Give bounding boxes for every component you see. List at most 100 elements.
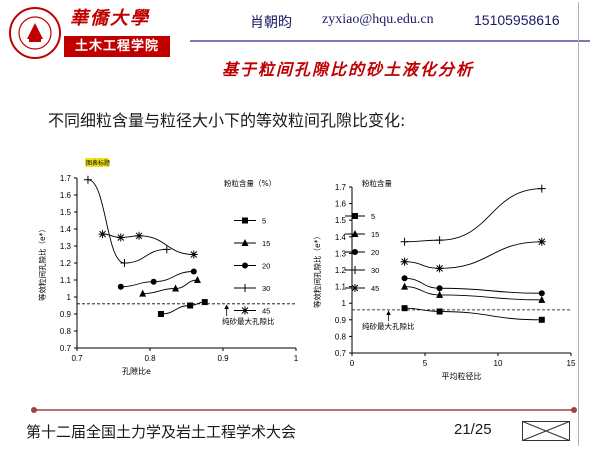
chart2-series-5-point [538, 316, 545, 323]
chart1-y-axis-label: 等效粒间孔隙比（e*） [37, 225, 47, 301]
page-number: 21/25 [454, 421, 492, 438]
chart2-x-axis-label: 平均粒径比 [442, 371, 482, 381]
chart2-series-45-point [400, 257, 409, 266]
chart1-x-tick-label: 0.9 [217, 354, 229, 363]
chart1-legend-marker [241, 306, 249, 315]
chart2-legend-marker [351, 266, 359, 274]
chart1-y-tick-label: 1.4 [60, 225, 72, 234]
chart1-series-20-point [117, 283, 124, 290]
college-name: 土木工程学院 [64, 36, 170, 57]
chart2-y-tick-label: 0.8 [335, 332, 347, 341]
chart2-legend-title: 粉粒含量 [362, 178, 392, 188]
chart1-series-30-point [120, 259, 129, 267]
chart2-y-tick-label: 1.1 [335, 283, 347, 292]
chart2-legend-label: 5 [371, 212, 375, 221]
chart2-x-tick-label: 10 [494, 359, 503, 368]
chart1-legend-label: 30 [262, 284, 270, 293]
chart2-series-30-line [404, 188, 542, 243]
chart1-legend-label: 45 [262, 307, 270, 316]
chart1-series-45-point [135, 231, 144, 240]
chart1-series-20-line [120, 271, 194, 288]
chart1-series-30-point [83, 175, 92, 184]
chart1-y-tick-label: 0.7 [60, 344, 72, 353]
conference-name: 第十二届全国土力学及岩土工程学术大会 [26, 423, 297, 441]
chart1-y-tick-label: 1.6 [60, 191, 72, 200]
chart1-series-30-line [87, 179, 167, 264]
slide-nav-icon[interactable] [522, 421, 570, 441]
chart2-y-tick-label: 1.3 [335, 249, 347, 258]
chart2-y-tick-label: 1 [342, 299, 347, 308]
chart1-reference-label: 纯砂最大孔隙比 [222, 316, 275, 326]
chart1-legend-marker [242, 262, 248, 269]
author-phone: 15105958616 [474, 12, 560, 28]
chart2-series-20-point [436, 285, 443, 292]
chart1-y-tick-label: 0.9 [60, 310, 72, 319]
chart1-y-tick-label: 1.7 [60, 174, 72, 183]
chart1-y-tick-label: 1.5 [60, 208, 72, 217]
chart2-series-30-point [400, 237, 409, 246]
chart1-x-axis-label: 孔隙比e [122, 366, 151, 376]
chart2-series-5-point [401, 305, 408, 312]
chart1-y-tick-label: 0.8 [60, 327, 72, 336]
header-divider [190, 40, 590, 42]
chart2-series-30-point [537, 184, 546, 193]
footer-ornament [31, 407, 577, 413]
chart2-y-tick-label: 1.4 [335, 233, 347, 242]
chart1-legend-marker [241, 284, 249, 292]
chart2-y-tick-label: 0.9 [335, 316, 347, 325]
chart2-legend-label: 20 [371, 248, 379, 257]
chart1-y-tick-label: 1.3 [60, 242, 72, 251]
chart1-series-15-point [172, 284, 180, 292]
slide-title: 基于粒间孔隙比的砂土液化分析 [222, 60, 475, 79]
chart2-series-45-point [537, 237, 546, 246]
chart1-legend-label: 15 [262, 239, 270, 248]
chart2-legend-label: 15 [371, 230, 379, 239]
chart2-series-20-point [401, 275, 408, 282]
chart2-series-15-line [404, 286, 542, 301]
chart1-series-5-point [157, 311, 164, 317]
chart1-corner-tag-bg [85, 158, 109, 167]
chart2-y-tick-label: 1.7 [335, 183, 347, 192]
chart2-legend-marker [351, 230, 359, 237]
chart1-series-30-point [162, 245, 171, 254]
chart1-corner-tag: 图表标题 [86, 159, 110, 167]
chart2-series-20-line [404, 277, 542, 294]
chart1-series-5-point [187, 302, 194, 309]
chart1-series-5-point [201, 299, 208, 306]
university-logo [8, 6, 62, 60]
slide-subheading: 不同细粒含量与粒径大小下的等效粒间孔隙比变化: [48, 111, 406, 130]
chart2-series-15-point [401, 282, 409, 290]
chart1-legend-label: 5 [262, 217, 266, 226]
chart2-legend-marker [352, 249, 358, 255]
chart2-series-5-point [436, 308, 443, 315]
chart2-series-5-line [404, 307, 542, 321]
right-margin-rule [578, 2, 579, 446]
chart2-legend-label: 45 [371, 284, 379, 293]
chart1-series-45-line [102, 233, 194, 255]
chart2-series-45-line [404, 241, 542, 269]
chart2-x-tick-label: 0 [350, 359, 355, 368]
chart2-legend-marker [351, 284, 359, 292]
chart1-series-45-point [98, 230, 107, 239]
chart1-series-15-point [139, 289, 147, 297]
chart2-y-tick-label: 1.2 [335, 266, 347, 275]
chart2-y-tick-label: 1.5 [335, 216, 347, 225]
chart1-legend-marker [241, 239, 249, 246]
chart2-legend-label: 30 [371, 266, 379, 275]
chart1-legend-label: 20 [262, 262, 270, 271]
chart1-series-15-point [193, 276, 201, 283]
chart2-x-tick-label: 15 [567, 359, 576, 368]
chart2-x-tick-label: 5 [423, 359, 428, 368]
chart1-x-tick-label: 0.8 [144, 354, 156, 363]
chart1-y-tick-label: 1.1 [60, 276, 72, 285]
chart1-y-tick-label: 1.2 [60, 259, 72, 268]
author-email: zyxiao@hqu.edu.cn [322, 12, 434, 27]
chart1-legend-title: 粉粒含量（%） [224, 178, 276, 188]
chart1-x-tick-label: 0.7 [71, 354, 83, 363]
chart2-series-15-point [538, 295, 546, 303]
chart2-series-45-point [435, 264, 444, 273]
chart1-series-20-point [190, 268, 197, 275]
chart2-y-axis-label: 等效粒间孔隙比（e*） [312, 232, 322, 308]
chart1-y-tick-label: 1 [67, 293, 72, 302]
